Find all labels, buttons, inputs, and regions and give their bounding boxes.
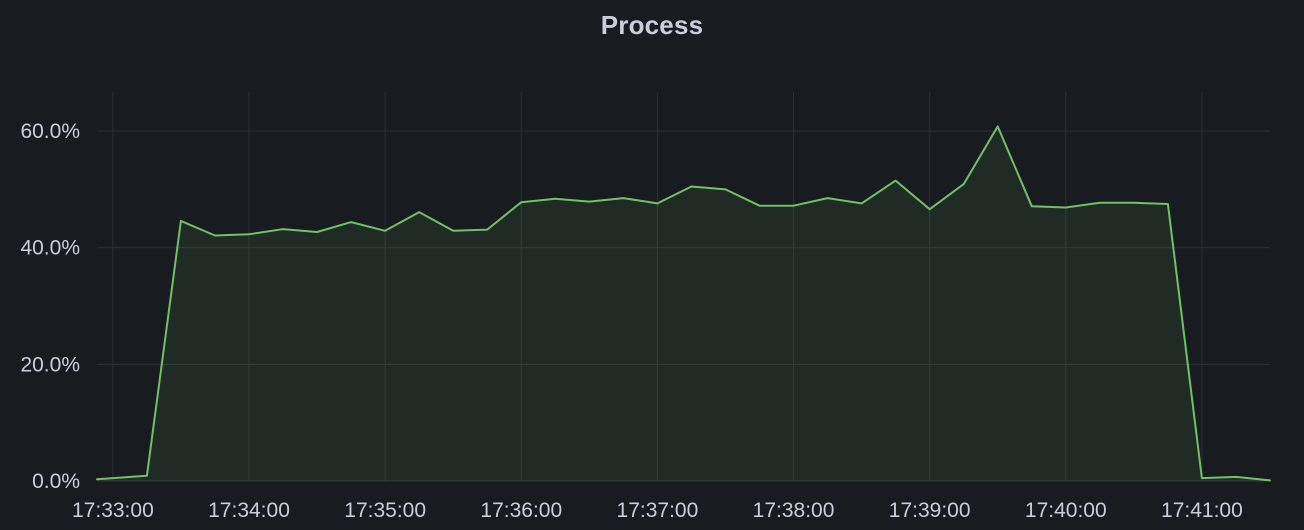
data-point[interactable]: [448, 226, 458, 236]
data-point[interactable]: [959, 179, 969, 189]
grid: [97, 92, 1270, 482]
data-point[interactable]: [652, 198, 662, 208]
data-point[interactable]: [210, 231, 220, 241]
data-point[interactable]: [414, 207, 424, 217]
data-point[interactable]: [1197, 473, 1207, 483]
data-point[interactable]: [278, 224, 288, 234]
data-point[interactable]: [1163, 199, 1173, 209]
x-tick-label: 17:34:00: [208, 499, 290, 522]
data-point[interactable]: [1265, 475, 1275, 485]
series-line-layer: [92, 121, 1275, 485]
data-point[interactable]: [721, 184, 731, 194]
y-axis: 0.0% 20.0% 40.0% 60.0%: [20, 120, 80, 493]
data-point[interactable]: [1129, 198, 1139, 208]
data-point[interactable]: [1061, 203, 1071, 213]
data-point[interactable]: [550, 194, 560, 204]
data-point[interactable]: [618, 193, 628, 203]
series-line[interactable]: [96, 125, 1271, 482]
data-point[interactable]: [176, 216, 186, 226]
data-point[interactable]: [1231, 472, 1241, 482]
x-tick-label: 17:33:00: [72, 499, 154, 522]
x-axis: 17:33:00 17:34:00 17:35:00 17:36:00 17:37:00…: [72, 499, 1243, 522]
y-tick-label: 20.0%: [20, 353, 80, 376]
x-tick-label: 17:38:00: [753, 499, 835, 522]
data-point[interactable]: [482, 225, 492, 235]
series-area-fill: [97, 126, 1270, 482]
data-point[interactable]: [1095, 198, 1105, 208]
y-tick-label: 0.0%: [32, 470, 80, 493]
data-point[interactable]: [92, 474, 102, 484]
area-fill-layer: [97, 126, 1270, 482]
data-point[interactable]: [380, 226, 390, 236]
data-point[interactable]: [857, 198, 867, 208]
data-point[interactable]: [891, 176, 901, 186]
data-point[interactable]: [516, 197, 526, 207]
data-point[interactable]: [312, 227, 322, 237]
data-point[interactable]: [925, 204, 935, 214]
data-point[interactable]: [755, 201, 765, 211]
x-tick-label: 17:39:00: [889, 499, 971, 522]
x-tick-label: 17:35:00: [344, 499, 426, 522]
panel-title: Process: [600, 10, 704, 40]
data-point[interactable]: [142, 471, 152, 481]
x-tick-label: 17:40:00: [1025, 499, 1107, 522]
x-tick-label: 17:37:00: [617, 499, 699, 522]
data-point[interactable]: [789, 201, 799, 211]
data-point[interactable]: [686, 182, 696, 192]
data-point[interactable]: [244, 229, 254, 239]
x-tick-label: 17:41:00: [1161, 499, 1243, 522]
data-point[interactable]: [823, 193, 833, 203]
data-point[interactable]: [993, 121, 1003, 131]
y-tick-label: 40.0%: [20, 237, 80, 260]
data-point[interactable]: [1027, 201, 1037, 211]
x-tick-label: 17:36:00: [480, 499, 562, 522]
data-point[interactable]: [584, 197, 594, 207]
data-point[interactable]: [346, 217, 356, 227]
y-tick-label: 60.0%: [20, 120, 80, 143]
data-point[interactable]: [108, 473, 118, 483]
